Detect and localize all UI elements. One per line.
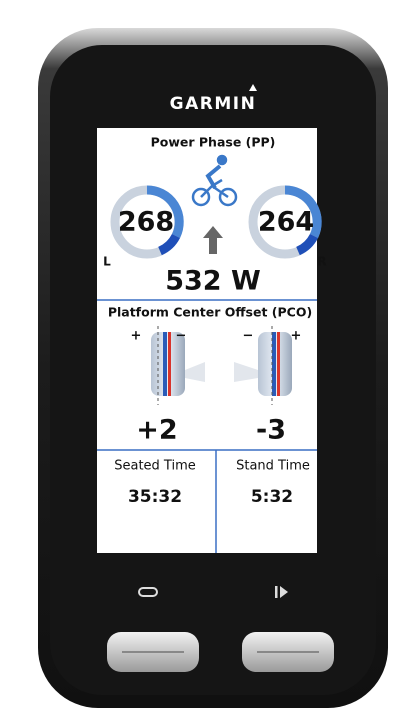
seated-label: Seated Time bbox=[114, 459, 196, 474]
right-power: 264 bbox=[258, 207, 314, 238]
left-side-label: L bbox=[103, 255, 111, 269]
stand-value: 5:32 bbox=[251, 487, 293, 507]
power-phase-title: Power Phase (PP) bbox=[151, 135, 276, 150]
brand-logo: GARMIN bbox=[170, 94, 257, 114]
device-screenshot: GARMIN Power Phase (PP) 268 L 264 R 532 … bbox=[0, 0, 413, 715]
seated-value: 35:32 bbox=[128, 487, 182, 507]
right-plus: + bbox=[291, 329, 302, 344]
right-minus: − bbox=[243, 329, 254, 344]
total-power: 532 W bbox=[165, 266, 261, 297]
stand-label: Stand Time bbox=[236, 459, 310, 474]
left-offset: +2 bbox=[136, 415, 177, 446]
left-minus: − bbox=[176, 329, 187, 344]
right-offset: -3 bbox=[256, 415, 286, 446]
pco-title: Platform Center Offset (PCO) bbox=[108, 305, 312, 320]
left-plus: + bbox=[131, 329, 142, 344]
left-power: 268 bbox=[118, 207, 174, 238]
right-side-label: R bbox=[317, 255, 326, 269]
